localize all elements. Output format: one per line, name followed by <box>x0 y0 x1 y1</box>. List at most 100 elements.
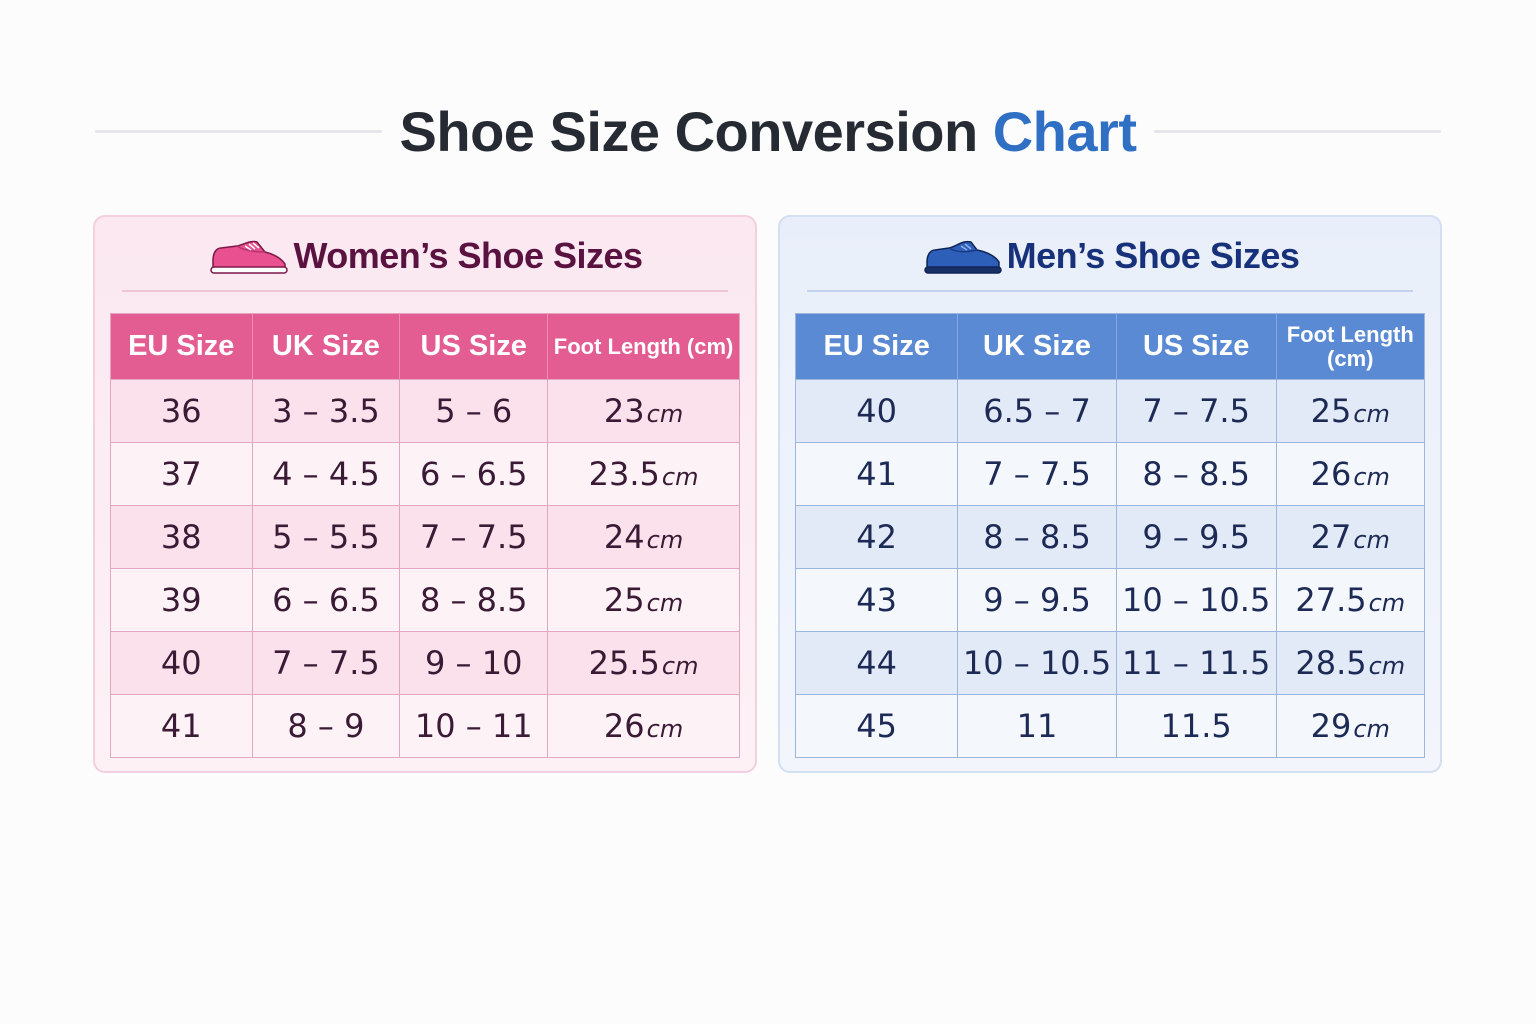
eu-size-cell: 38 <box>110 505 253 569</box>
foot-length-cell: 28.5cm <box>1275 631 1426 695</box>
foot-length-cell: 23cm <box>547 379 740 443</box>
foot-length-value: 24 <box>603 518 645 556</box>
table-row: 37 4 – 4.5 6 – 6.5 23.5cm <box>110 442 740 506</box>
uk-size-cell: 8 – 9 <box>251 694 401 758</box>
page-title: Shoe Size Conversion Chart <box>382 99 1155 164</box>
uk-size-cell: 7 – 7.5 <box>957 442 1117 506</box>
foot-length-unit: cm <box>661 463 699 491</box>
uk-size-cell: 6 – 6.5 <box>251 568 401 632</box>
foot-length-cell: 23.5cm <box>547 442 740 506</box>
eu-size-cell: 44 <box>794 631 959 695</box>
us-size-cell: 8 – 8.5 <box>1115 442 1277 506</box>
table-row: 41 7 – 7.5 8 – 8.5 26cm <box>794 442 1426 506</box>
women-table-header-row: EU Size UK Size US Size Foot Length (cm) <box>110 313 740 380</box>
foot-length-value: 25 <box>1310 392 1352 430</box>
us-size-cell: 8 – 8.5 <box>399 568 549 632</box>
title-divider-right <box>1154 129 1441 133</box>
eu-size-cell: 41 <box>794 442 959 506</box>
us-size-cell: 6 – 6.5 <box>399 442 549 506</box>
us-size-cell: 7 – 7.5 <box>1115 379 1277 443</box>
title-row: Shoe Size Conversion Chart <box>95 96 1441 166</box>
foot-length-unit: cm <box>1353 526 1390 554</box>
women-header-us: US Size <box>399 313 549 380</box>
women-size-panel: Women’s Shoe Sizes EU Size UK Size US Si… <box>93 215 757 773</box>
foot-length-value: 27 <box>1310 518 1352 556</box>
men-size-panel: Men’s Shoe Sizes EU Size UK Size US Size… <box>778 215 1442 773</box>
foot-length-unit: cm <box>661 652 699 680</box>
foot-length-value: 26 <box>1310 455 1352 493</box>
men-table-header-row: EU Size UK Size US Size Foot Length (cm) <box>795 313 1425 380</box>
us-size-cell: 11 – 11.5 <box>1115 631 1277 695</box>
foot-length-cell: 29cm <box>1275 694 1426 758</box>
uk-size-cell: 4 – 4.5 <box>251 442 401 506</box>
women-size-table: EU Size UK Size US Size Foot Length (cm)… <box>110 313 740 758</box>
foot-length-unit: cm <box>646 715 684 743</box>
foot-length-cell: 25cm <box>547 568 740 632</box>
table-row: 42 8 – 8.5 9 – 9.5 27cm <box>794 505 1426 569</box>
eu-size-cell: 40 <box>794 379 959 443</box>
foot-length-unit: cm <box>646 589 684 617</box>
foot-length-cell: 26cm <box>1275 442 1426 506</box>
page-title-main: Shoe Size Conversion <box>399 99 979 163</box>
foot-length-cell: 25cm <box>1275 379 1426 443</box>
us-size-cell: 10 – 10.5 <box>1115 568 1277 632</box>
foot-length-unit: cm <box>1353 715 1390 743</box>
title-divider-left <box>95 129 382 133</box>
foot-length-value: 23 <box>603 392 645 430</box>
uk-size-cell: 5 – 5.5 <box>251 505 401 569</box>
us-size-cell: 11.5 <box>1115 694 1277 758</box>
us-size-cell: 9 – 9.5 <box>1115 505 1277 569</box>
women-panel-title: Women’s Shoe Sizes <box>293 234 643 276</box>
table-row: 40 7 – 7.5 9 – 10 25.5cm <box>110 631 740 695</box>
eu-size-cell: 37 <box>110 442 253 506</box>
foot-length-cell: 27.5cm <box>1275 568 1426 632</box>
uk-size-cell: 3 – 3.5 <box>251 379 401 443</box>
women-header-uk: UK Size <box>252 313 401 380</box>
foot-length-value: 23.5 <box>588 455 660 493</box>
table-row: 44 10 – 10.5 11 – 11.5 28.5cm <box>794 631 1426 695</box>
table-row: 39 6 – 6.5 8 – 8.5 25cm <box>110 568 740 632</box>
foot-length-value: 25.5 <box>588 644 660 682</box>
men-header-uk: UK Size <box>957 313 1117 380</box>
eu-size-cell: 42 <box>794 505 959 569</box>
eu-size-cell: 43 <box>794 568 959 632</box>
men-header-foot-length: Foot Length (cm) <box>1276 313 1425 380</box>
men-panel-title: Men’s Shoe Sizes <box>1006 234 1300 276</box>
eu-size-cell: 39 <box>110 568 253 632</box>
foot-length-cell: 24cm <box>547 505 740 569</box>
foot-length-unit: cm <box>1353 463 1390 491</box>
eu-size-cell: 40 <box>110 631 253 695</box>
foot-length-cell: 26cm <box>547 694 740 758</box>
men-size-table: EU Size UK Size US Size Foot Length (cm)… <box>794 313 1426 758</box>
eu-size-cell: 36 <box>110 379 253 443</box>
uk-size-cell: 7 – 7.5 <box>251 631 401 695</box>
foot-length-value: 26 <box>603 707 645 745</box>
foot-length-cell: 27cm <box>1275 505 1426 569</box>
foot-length-unit: cm <box>646 400 684 428</box>
women-panel-header: Women’s Shoe Sizes <box>122 217 728 294</box>
women-header-foot-length: Foot Length (cm) <box>547 313 740 380</box>
us-size-cell: 9 – 10 <box>399 631 549 695</box>
foot-length-value: 28.5 <box>1295 644 1367 682</box>
table-row: 43 9 – 9.5 10 – 10.5 27.5cm <box>794 568 1426 632</box>
foot-length-cell: 25.5cm <box>547 631 740 695</box>
foot-length-value: 25 <box>603 581 645 619</box>
table-row: 41 8 – 9 10 – 11 26cm <box>110 694 740 758</box>
page-title-accent: Chart <box>992 99 1137 163</box>
uk-size-cell: 9 – 9.5 <box>957 568 1117 632</box>
us-size-cell: 5 – 6 <box>399 379 549 443</box>
men-panel-header: Men’s Shoe Sizes <box>807 217 1413 294</box>
uk-size-cell: 6.5 – 7 <box>957 379 1117 443</box>
foot-length-unit: cm <box>1368 589 1406 617</box>
us-size-cell: 10 – 11 <box>399 694 549 758</box>
foot-length-unit: cm <box>1368 652 1406 680</box>
us-size-cell: 7 – 7.5 <box>399 505 549 569</box>
table-row: 45 11 11.5 29cm <box>794 694 1426 758</box>
men-header-us: US Size <box>1116 313 1277 380</box>
eu-size-cell: 45 <box>794 694 959 758</box>
uk-size-cell: 11 <box>957 694 1117 758</box>
eu-size-cell: 41 <box>110 694 253 758</box>
table-row: 38 5 – 5.5 7 – 7.5 24cm <box>110 505 740 569</box>
